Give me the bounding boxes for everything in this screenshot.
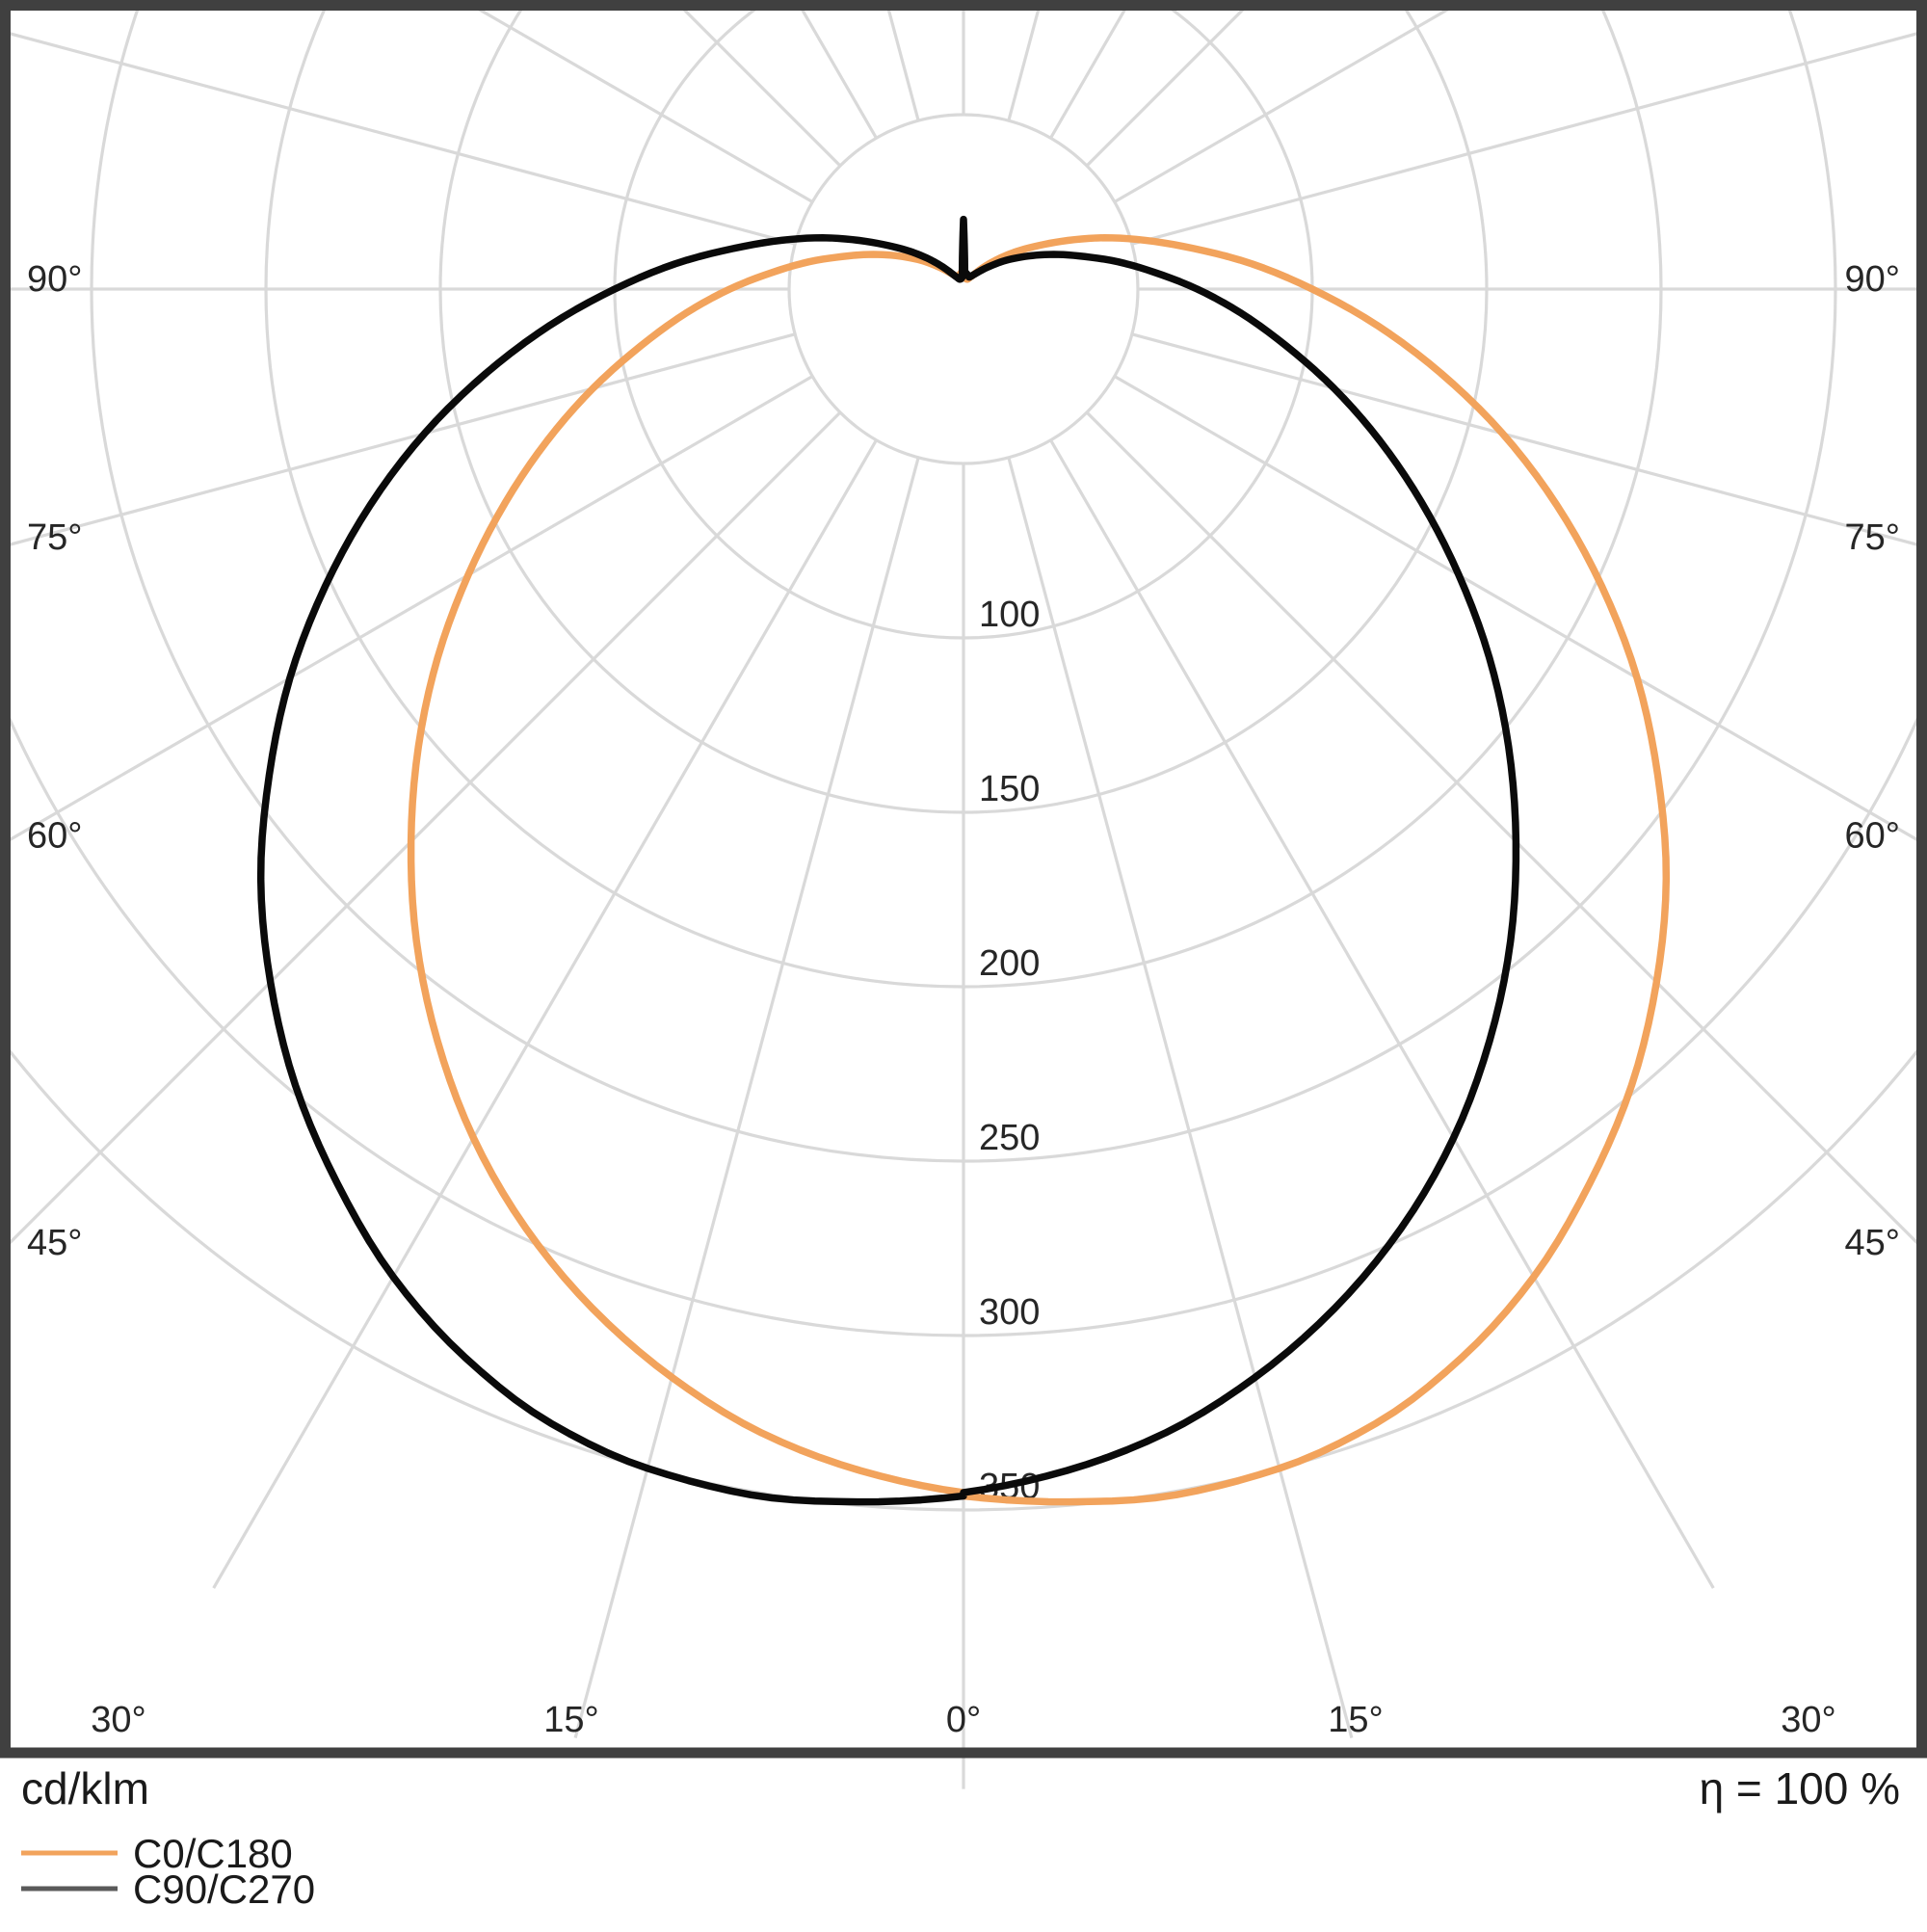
svg-text:300: 300 bbox=[979, 1292, 1040, 1333]
svg-text:30°: 30° bbox=[1781, 1700, 1835, 1740]
svg-text:45°: 45° bbox=[27, 1223, 82, 1263]
svg-text:C90/C270: C90/C270 bbox=[133, 1866, 315, 1912]
svg-text:cd/klm: cd/klm bbox=[21, 1763, 149, 1813]
svg-text:30°: 30° bbox=[91, 1700, 145, 1740]
svg-text:100: 100 bbox=[979, 595, 1040, 635]
svg-text:200: 200 bbox=[979, 943, 1040, 984]
svg-text:250: 250 bbox=[979, 1118, 1040, 1158]
svg-text:150: 150 bbox=[979, 769, 1040, 809]
svg-text:90°: 90° bbox=[27, 259, 82, 300]
svg-text:15°: 15° bbox=[1328, 1700, 1383, 1740]
svg-text:90°: 90° bbox=[1845, 259, 1900, 300]
svg-text:60°: 60° bbox=[1845, 815, 1900, 856]
svg-text:0°: 0° bbox=[946, 1700, 981, 1740]
svg-text:75°: 75° bbox=[27, 517, 82, 558]
svg-text:45°: 45° bbox=[1845, 1223, 1900, 1263]
svg-text:η = 100 %: η = 100 % bbox=[1700, 1763, 1900, 1813]
svg-text:15°: 15° bbox=[543, 1700, 598, 1740]
svg-text:75°: 75° bbox=[1845, 517, 1900, 558]
svg-text:60°: 60° bbox=[27, 815, 82, 856]
